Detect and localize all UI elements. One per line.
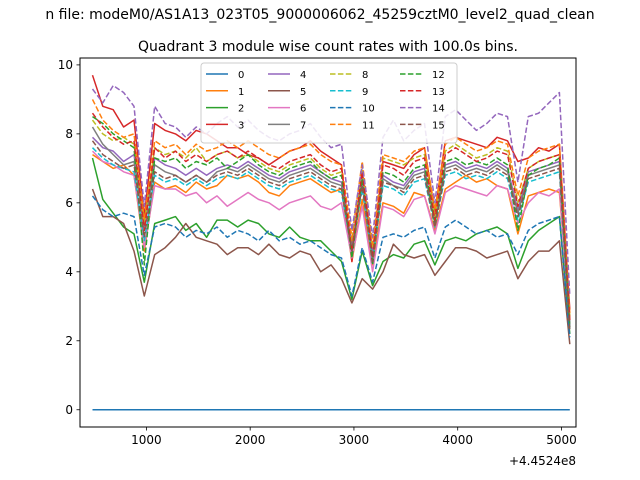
legend-label-2: 2 — [238, 104, 244, 115]
series-line-7 — [91, 126, 571, 328]
axes-frame — [79, 57, 577, 428]
y-tick-label: 10 — [58, 58, 73, 72]
legend-label-7: 7 — [300, 120, 306, 131]
chart-title: Quadrant 3 module wise count rates with … — [138, 39, 518, 55]
x-offset-label: +4.4524e8 — [509, 454, 576, 468]
legend-label-11: 11 — [362, 120, 375, 131]
legend-box — [200, 62, 458, 144]
legend-label-10: 10 — [362, 104, 375, 115]
y-tick-label: 6 — [65, 196, 73, 210]
legend-label-3: 3 — [238, 120, 244, 131]
x-tick-label: 3000 — [339, 433, 370, 447]
legend-label-4: 4 — [300, 70, 306, 81]
x-tick-label: 2000 — [235, 433, 266, 447]
y-tick-label: 2 — [65, 334, 73, 348]
series-line-6 — [91, 150, 571, 328]
series-line-13 — [91, 112, 571, 321]
series-line-1 — [92, 153, 571, 321]
legend-label-8: 8 — [362, 70, 368, 81]
series-layer — [91, 74, 571, 411]
series-line-9 — [91, 147, 571, 331]
legend-label-9: 9 — [362, 87, 368, 98]
series-line-4 — [91, 136, 571, 324]
legend-label-14: 14 — [432, 104, 445, 115]
series-line-8 — [91, 119, 571, 317]
y-tick-label: 4 — [65, 265, 73, 279]
legend-label-5: 5 — [300, 87, 306, 98]
legend-label-6: 6 — [300, 104, 306, 115]
series-line-15 — [91, 140, 571, 331]
legend-label-13: 13 — [432, 87, 445, 98]
legend-label-12: 12 — [432, 70, 445, 81]
legend-label-15: 15 — [432, 120, 445, 131]
y-tick-label: 0 — [65, 403, 73, 417]
legend-label-0: 0 — [238, 70, 244, 81]
series-line-5 — [91, 188, 571, 345]
series-line-11 — [91, 99, 571, 314]
series-line-3 — [91, 74, 571, 310]
y-axis: 0 2 4 6 8 10 — [58, 58, 80, 417]
x-tick-label: 4000 — [442, 433, 473, 447]
figure-suptitle: n file: modeM0/AS1A13_023T05_9000006062_… — [45, 7, 594, 23]
series-line-2 — [91, 157, 571, 334]
series-line-10 — [91, 195, 571, 338]
x-axis: 1000 2000 3000 4000 5000 — [131, 427, 577, 447]
legend-label-1: 1 — [238, 87, 244, 98]
x-tick-label: 1000 — [131, 433, 162, 447]
y-tick-label: 8 — [65, 127, 73, 141]
series-line-14 — [91, 84, 571, 297]
x-tick-label: 5000 — [546, 433, 577, 447]
series-line-12 — [92, 115, 571, 328]
